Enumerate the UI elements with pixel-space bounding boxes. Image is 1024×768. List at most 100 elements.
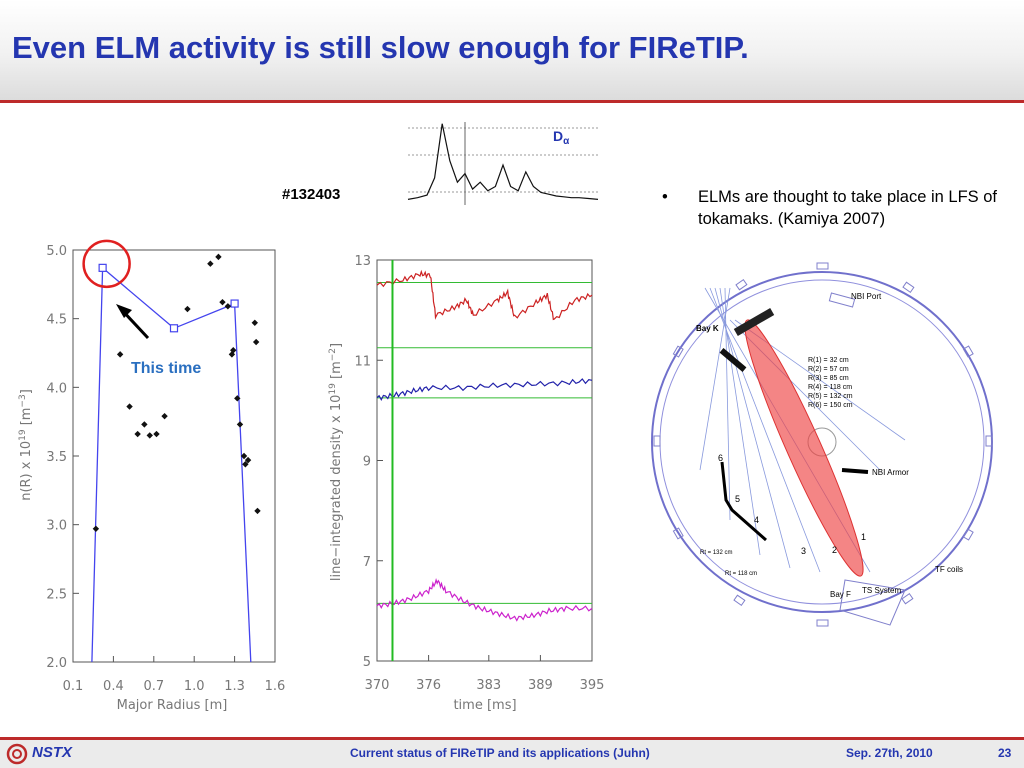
label-tf-coils: TF coils <box>935 565 963 574</box>
label-bay-k: Bay K <box>696 324 719 333</box>
bay-k-hardware <box>733 308 775 336</box>
profile-x-tick-label: 0.1 <box>63 679 84 694</box>
channel-4: 4 <box>754 515 759 525</box>
density-trace-blue <box>376 378 593 401</box>
nstx-diagram: NBI Port Bay K NBI Armor Bay F TS System… <box>651 262 993 627</box>
bullet-text: ELMs are thought to take place in LFS of… <box>698 188 998 228</box>
profile-data-point <box>116 351 124 358</box>
profile-data-point <box>224 303 232 310</box>
vessel-outer <box>651 271 993 613</box>
profile-data-point <box>244 456 252 464</box>
density-y-tick-label: 13 <box>354 254 371 269</box>
profile-data-point <box>219 298 226 306</box>
profile-marker <box>230 299 239 308</box>
footer-title: Current status of FIReTIP and its applic… <box>350 746 650 760</box>
d-alpha-label: Dα <box>553 128 570 147</box>
nbi-armor <box>841 468 869 474</box>
beam-path <box>744 319 864 577</box>
title-underline <box>0 100 1024 103</box>
radius-4: R(4) = 118 cm <box>808 384 852 391</box>
density-x-label: time [ms] <box>453 698 516 713</box>
profile-y-tick-label: 5.0 <box>46 244 67 259</box>
bullet-marker: • <box>662 188 668 206</box>
label-bay-f: Bay F <box>830 590 851 599</box>
profile-data-point <box>207 260 214 267</box>
channel-3: 3 <box>801 546 806 556</box>
radius-3: R(3) = 85 cm <box>808 375 849 382</box>
density-x-tick-label: 395 <box>580 678 605 693</box>
channel-6: 6 <box>718 453 723 463</box>
diagram-labels: NBI Port Bay K NBI Armor Bay F TS System… <box>696 292 963 599</box>
density-y-tick-label: 7 <box>363 555 371 570</box>
d-alpha-trace <box>407 123 599 200</box>
profile-x-tick-label: 1.0 <box>184 679 205 694</box>
slide-title: Even ELM activity is still slow enough f… <box>12 30 749 65</box>
profile-marker <box>98 263 107 272</box>
channel-5: 5 <box>735 494 740 504</box>
probe-path <box>720 461 767 542</box>
page-number: 23 <box>998 746 1012 760</box>
footer-date: Sep. 27th, 2010 <box>846 746 933 760</box>
profile-data-point <box>230 347 237 354</box>
profile-y-tick-label: 3.0 <box>46 519 67 534</box>
bay-k-array <box>719 348 747 372</box>
profile-data-point <box>92 525 100 532</box>
density-y-label: line−integrated density x 1019 [m−2] <box>328 343 344 581</box>
profile-plot: 2.0 2.5 3.0 3.5 4.0 4.5 5.0 0.1 0.4 0.7 1.0 1.3 1.6… <box>18 239 286 713</box>
profile-data-point <box>240 452 248 460</box>
profile-x-tick-label: 0.4 <box>103 679 124 694</box>
footer-line <box>0 737 1024 740</box>
profile-y-tick-label: 4.0 <box>46 381 67 396</box>
title-bar: Even ELM activity is still slow enough f… <box>0 0 1024 103</box>
label-nbi-port: NBI Port <box>851 292 882 301</box>
profile-y-label: n(R) x 1019 [m−3] <box>18 389 34 501</box>
d-alpha-inset: Dα <box>407 118 599 208</box>
rt-label-2: Rt = 118 cm <box>725 571 757 577</box>
profile-data-point <box>141 421 148 428</box>
density-y-tick-label: 5 <box>363 655 371 670</box>
profile-data-point <box>184 305 191 313</box>
radius-6: R(6) = 150 cm <box>808 402 853 409</box>
density-y-tick-label: 11 <box>354 354 371 369</box>
density-time-plot: 5 7 9 11 13 370 376 383 389 395 line−integrated … <box>328 254 604 713</box>
channel-1: 1 <box>861 532 866 542</box>
profile-y-tick-label: 4.5 <box>46 313 67 328</box>
port-outlines <box>653 262 993 627</box>
profile-data-point <box>251 319 258 326</box>
annotation-label: This time <box>131 360 201 377</box>
label-nbi-armor: NBI Armor <box>872 468 909 477</box>
profile-data-point <box>153 430 160 438</box>
profile-data-point <box>254 507 261 515</box>
profile-x-tick-label: 1.3 <box>224 679 245 694</box>
density-y-tick-label: 9 <box>363 455 371 470</box>
footer: NSTX Current status of FIReTIP and its a… <box>0 740 1024 768</box>
profile-data-point <box>215 253 222 261</box>
profile-data-point <box>161 412 168 420</box>
radius-5: R(5) = 132 cm <box>808 393 853 400</box>
radius-2: R(2) = 57 cm <box>808 366 849 373</box>
shot-number: #132403 <box>282 186 341 203</box>
profile-data-point <box>146 432 153 439</box>
plot-panel <box>8 205 624 715</box>
profile-x-label: Major Radius [m] <box>117 698 228 713</box>
profile-data-point <box>126 403 133 410</box>
footer-logo-text: NSTX <box>32 744 73 761</box>
density-x-tick-label: 383 <box>476 678 501 693</box>
density-trace-magenta <box>376 577 593 622</box>
profile-marker <box>169 324 179 333</box>
highlight-circle <box>82 239 131 289</box>
channel-2: 2 <box>832 545 837 555</box>
density-trace-red <box>376 269 593 321</box>
profile-data-point <box>252 338 260 346</box>
profile-x-tick-label: 1.6 <box>265 679 286 694</box>
nstx-logo-icon <box>6 743 28 765</box>
density-x-tick-label: 376 <box>416 678 441 693</box>
profile-y-tick-label: 2.5 <box>46 587 67 602</box>
profile-y-tick-label: 3.5 <box>46 450 67 465</box>
profile-data-point <box>242 461 249 468</box>
profile-data-point <box>134 430 141 438</box>
annotation-arrow-head <box>116 304 132 318</box>
profile-x-tick-label: 0.7 <box>143 679 164 694</box>
density-x-tick-label: 370 <box>365 678 390 693</box>
